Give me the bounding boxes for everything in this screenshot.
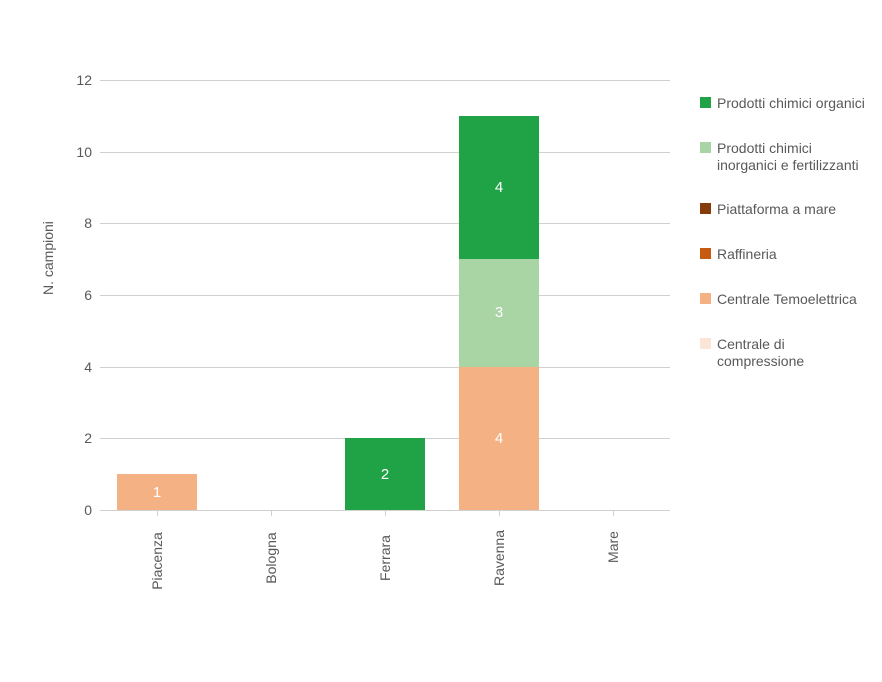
y-tick-label: 8 bbox=[52, 215, 92, 231]
y-tick-label: 0 bbox=[52, 502, 92, 518]
x-tick-mark bbox=[499, 510, 500, 516]
legend-item: Prodotti chimici organici bbox=[700, 95, 865, 112]
legend-label: Raffineria bbox=[717, 246, 865, 263]
legend-label: Prodotti chimici inorganici e fertilizza… bbox=[717, 140, 865, 174]
legend-swatch bbox=[700, 338, 711, 349]
legend-swatch bbox=[700, 248, 711, 259]
x-tick-label: Ravenna bbox=[491, 518, 507, 598]
bar-ravenna: 434 bbox=[459, 116, 539, 510]
x-tick-mark bbox=[271, 510, 272, 516]
gridline bbox=[100, 152, 670, 153]
bar-segment: 2 bbox=[345, 438, 425, 510]
legend-item: Raffineria bbox=[700, 246, 865, 263]
x-tick-label: Ferrara bbox=[377, 518, 393, 598]
legend-label: Centrale di compressione bbox=[717, 336, 865, 370]
y-axis-label: N. campioni bbox=[40, 221, 56, 295]
legend-swatch bbox=[700, 203, 711, 214]
gridline bbox=[100, 80, 670, 81]
y-tick-label: 2 bbox=[52, 430, 92, 446]
gridline bbox=[100, 223, 670, 224]
legend-swatch bbox=[700, 142, 711, 153]
legend-swatch bbox=[700, 293, 711, 304]
y-tick-label: 12 bbox=[52, 72, 92, 88]
legend-label: Piattaforma a mare bbox=[717, 201, 865, 218]
gridline bbox=[100, 367, 670, 368]
x-tick-label: Piacenza bbox=[149, 521, 165, 601]
bar-segment: 3 bbox=[459, 259, 539, 367]
legend-label: Centrale Temoelettrica bbox=[717, 291, 865, 308]
y-tick-label: 6 bbox=[52, 287, 92, 303]
legend: Prodotti chimici organici Prodotti chimic… bbox=[700, 95, 865, 397]
legend-item: Prodotti chimici inorganici e fertilizza… bbox=[700, 140, 865, 174]
bar-ferrara: 2 bbox=[345, 438, 425, 510]
x-tick-label: Bologna bbox=[263, 518, 279, 598]
x-tick-mark bbox=[385, 510, 386, 516]
y-tick-label: 10 bbox=[52, 144, 92, 160]
bar-segment: 1 bbox=[117, 474, 197, 510]
legend-swatch bbox=[700, 97, 711, 108]
y-tick-label: 4 bbox=[52, 359, 92, 375]
bar-segment: 4 bbox=[459, 116, 539, 259]
legend-label: Prodotti chimici organici bbox=[717, 95, 865, 112]
bar-segment: 4 bbox=[459, 367, 539, 510]
plot-area: 12434 bbox=[100, 80, 670, 511]
x-tick-label: Mare bbox=[605, 507, 621, 587]
gridline bbox=[100, 295, 670, 296]
chart-container: N. campioni 12434 Prodotti chimici organ… bbox=[0, 0, 882, 682]
legend-item: Centrale di compressione bbox=[700, 336, 865, 370]
bar-piacenza: 1 bbox=[117, 474, 197, 510]
x-tick-mark bbox=[157, 510, 158, 516]
legend-item: Piattaforma a mare bbox=[700, 201, 865, 218]
legend-item: Centrale Temoelettrica bbox=[700, 291, 865, 308]
